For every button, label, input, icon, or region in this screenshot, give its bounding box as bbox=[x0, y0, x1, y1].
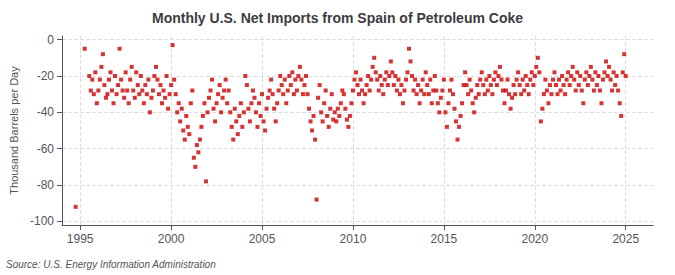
svg-text:-20: -20 bbox=[37, 69, 55, 83]
svg-text:Monthly U.S. Net Imports from: Monthly U.S. Net Imports from Spain of P… bbox=[152, 10, 523, 26]
svg-text:2000: 2000 bbox=[158, 232, 185, 246]
svg-text:2020: 2020 bbox=[521, 232, 548, 246]
svg-text:Thousand Barrels per Day: Thousand Barrels per Day bbox=[8, 66, 20, 195]
svg-text:Source: U.S. Energy Informatio: Source: U.S. Energy Information Administ… bbox=[6, 259, 216, 270]
svg-text:2005: 2005 bbox=[249, 232, 276, 246]
svg-text:-100: -100 bbox=[30, 214, 54, 228]
svg-text:2010: 2010 bbox=[340, 232, 367, 246]
svg-text:2015: 2015 bbox=[431, 232, 458, 246]
svg-text:-80: -80 bbox=[37, 178, 55, 192]
svg-text:0: 0 bbox=[47, 33, 54, 47]
svg-text:-40: -40 bbox=[37, 105, 55, 119]
svg-text:2025: 2025 bbox=[612, 232, 639, 246]
svg-text:1995: 1995 bbox=[67, 232, 94, 246]
svg-text:-60: -60 bbox=[37, 142, 55, 156]
